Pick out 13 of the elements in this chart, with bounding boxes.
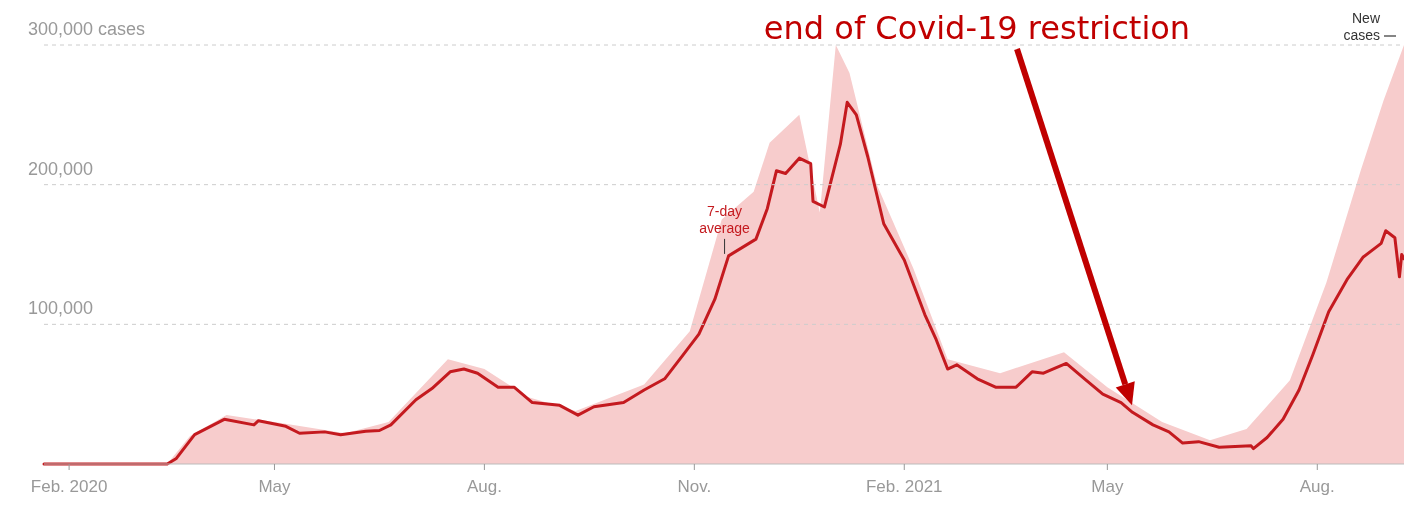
x-tick-label: Feb. 2020 — [30, 477, 108, 496]
x-tick-label: May — [1091, 477, 1124, 496]
x-tick-label: May — [258, 477, 292, 496]
y-tick-label: 200,000 — [28, 158, 94, 179]
x-tick-label: Nov. — [677, 477, 712, 496]
y-tick-label: 300,000 cases — [28, 19, 146, 39]
y-tick-label: 100,000 — [28, 298, 94, 319]
x-tick-label: Feb. 2021 — [865, 477, 943, 496]
annotation: end of Covid-19 restriction — [763, 9, 1191, 47]
series-label: 7-day average — [699, 202, 751, 236]
x-tick-label: Aug. — [1299, 477, 1335, 496]
series-label: New cases — [1343, 10, 1381, 43]
x-tick-label: Aug. — [466, 477, 502, 496]
